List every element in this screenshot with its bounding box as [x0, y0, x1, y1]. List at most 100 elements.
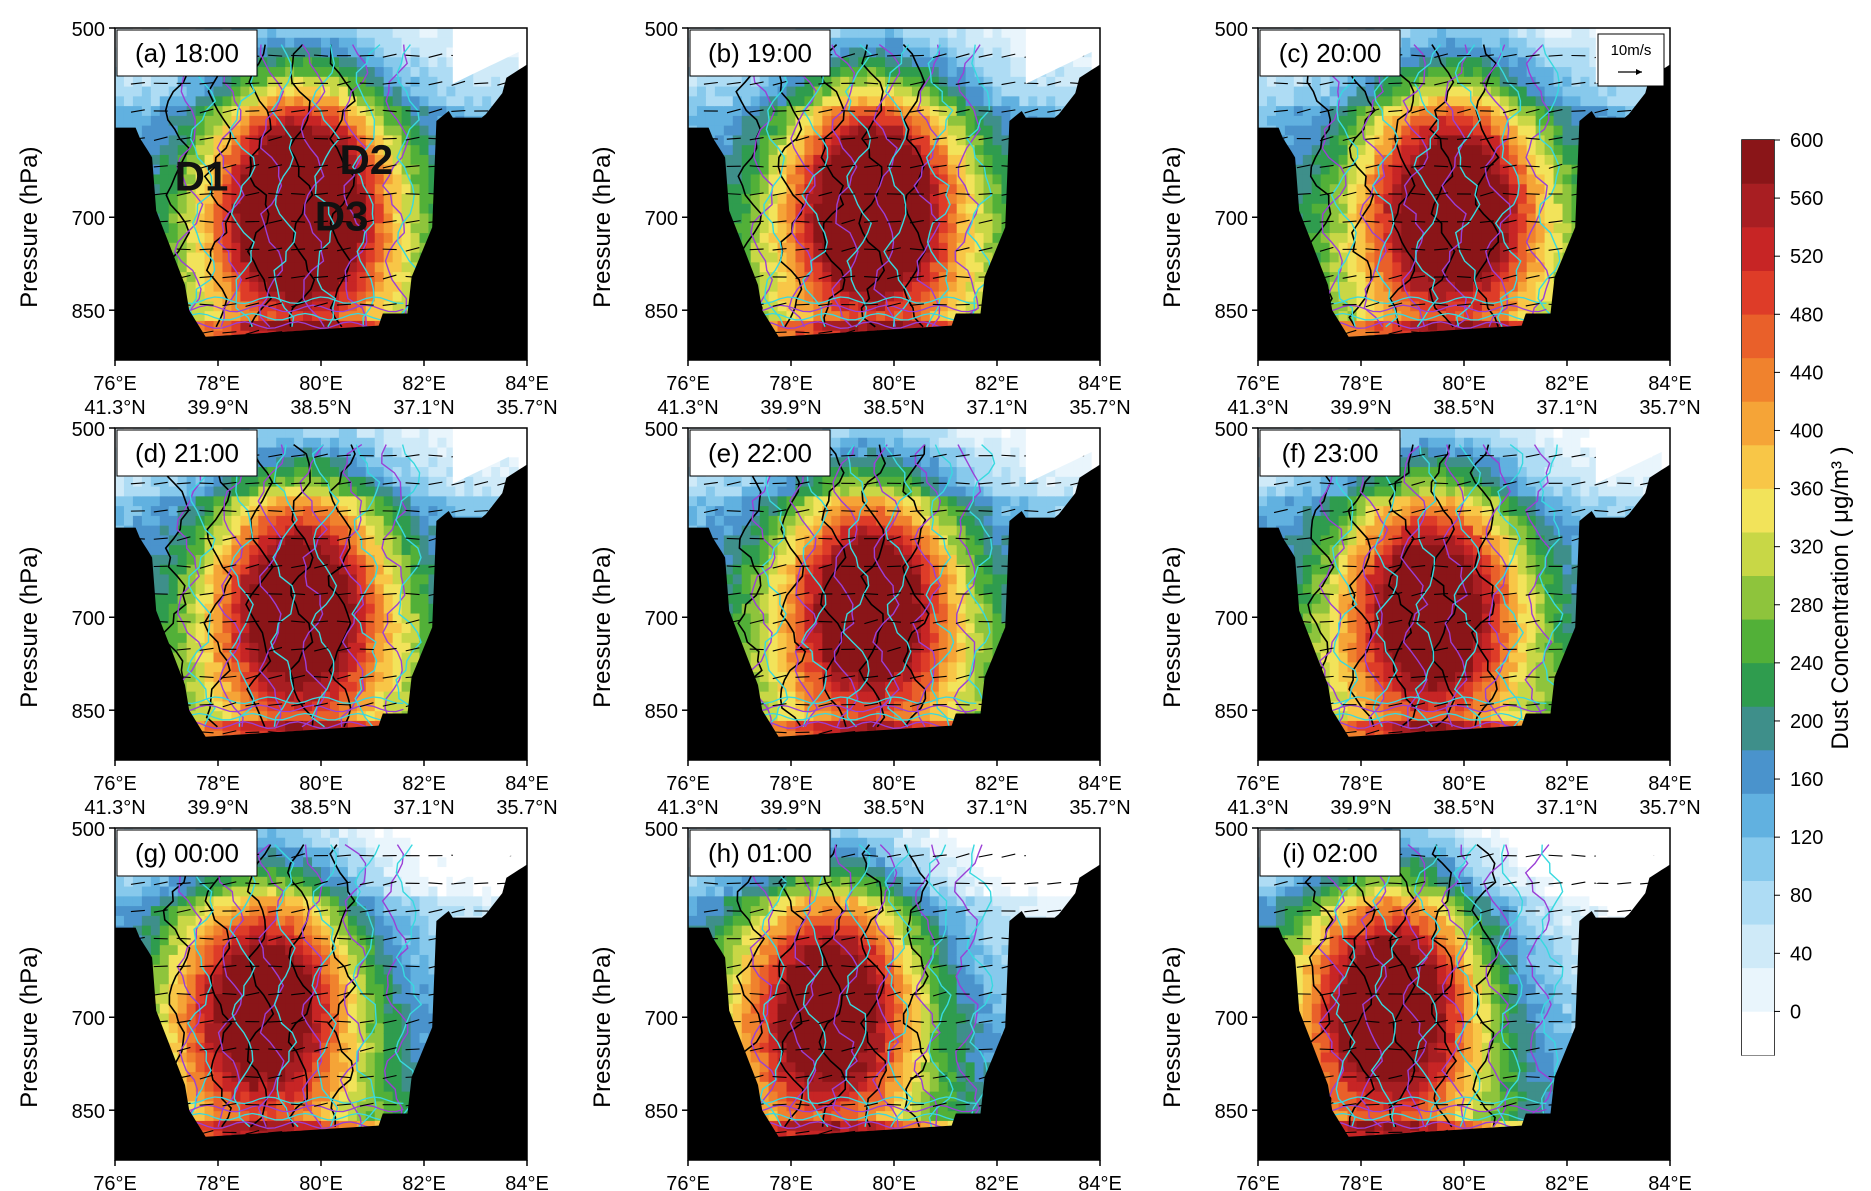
dust-cell [356, 96, 367, 107]
dust-cell [1347, 135, 1358, 146]
dust-cell [1544, 67, 1555, 78]
dust-cell [1365, 86, 1376, 97]
dust-cell [1356, 281, 1367, 293]
dust-cell [1428, 252, 1438, 263]
dust-cell [1553, 194, 1564, 205]
dust-cell [159, 145, 170, 156]
dust-cell [258, 135, 268, 146]
dust-cell [1455, 174, 1465, 185]
dust-cell [1526, 86, 1537, 97]
dust-cell [321, 281, 331, 293]
wind-vector [245, 137, 260, 140]
dust-cell [1553, 135, 1564, 146]
dust-cell [338, 311, 349, 322]
dust-cell [258, 174, 268, 185]
dust-cell [303, 262, 313, 273]
dust-cell [312, 281, 322, 293]
dust-cell [455, 86, 465, 97]
dust-cell [983, 135, 994, 146]
dust-cell [1508, 184, 1519, 195]
dust-cell [929, 86, 940, 97]
dust-cell [849, 96, 859, 107]
dust-cell [1383, 125, 1393, 137]
dust-cell [929, 262, 940, 273]
dust-cell [195, 252, 206, 263]
dust-cell [768, 311, 779, 322]
dust-cell [1428, 320, 1438, 332]
dust-cell [1625, 96, 1635, 107]
dust-cell [777, 281, 788, 293]
dust-cell [938, 194, 949, 205]
dust-cell [831, 242, 841, 254]
dust-cell [285, 233, 295, 244]
dust-cell [813, 174, 823, 185]
dust-cell [947, 125, 958, 137]
dust-cell [186, 174, 197, 185]
dust-cell [258, 37, 268, 49]
dust-cell [1535, 135, 1546, 146]
dust-cell [303, 96, 313, 107]
dust-cell [1535, 67, 1546, 78]
y-tick-label: 700 [72, 208, 105, 230]
wind-vector [199, 220, 214, 223]
dust-cell [231, 213, 241, 224]
dust-cell [1383, 145, 1393, 156]
dust-cell [858, 154, 868, 166]
dust-cell [249, 272, 259, 283]
dust-cell [204, 281, 215, 293]
dust-cell [1001, 67, 1012, 78]
dust-cell [410, 57, 421, 68]
dust-cell [1392, 252, 1402, 263]
dust-cell [885, 223, 895, 234]
dust-cell [267, 96, 277, 107]
dust-cell [365, 184, 376, 195]
dust-cell [204, 252, 215, 263]
dust-cell [303, 311, 313, 322]
dust-cell [1347, 96, 1358, 107]
wind-vector [841, 53, 856, 59]
dust-cell [894, 67, 904, 78]
dust-cell [1356, 115, 1367, 127]
dust-cell [983, 252, 994, 263]
dust-cell [347, 164, 358, 176]
dust-cell [258, 164, 268, 176]
dust-cell [894, 86, 904, 97]
dust-cell [1517, 106, 1528, 117]
dust-cell [276, 233, 286, 244]
dust-cell [294, 252, 304, 263]
dust-cell [1535, 145, 1546, 156]
dust-cell [321, 164, 331, 176]
dust-cell [240, 184, 250, 195]
dust-cell [365, 37, 376, 49]
wind-vector [382, 81, 397, 85]
dust-cell [347, 115, 358, 127]
dust-cell [741, 96, 752, 107]
dust-cell [1383, 164, 1393, 176]
dust-cell [965, 233, 976, 244]
dust-cell [974, 281, 985, 293]
dust-cell [186, 233, 197, 244]
dust-cell [1517, 174, 1528, 185]
dust-cell [1401, 320, 1411, 332]
dust-cell [1338, 145, 1349, 156]
dust-cell [1401, 96, 1411, 107]
dust-cell [1634, 86, 1644, 97]
contour-line [801, 44, 829, 328]
dust-cell [1320, 233, 1331, 244]
dust-cell [258, 67, 268, 78]
dust-cell [159, 213, 170, 224]
dust-cell [186, 252, 197, 263]
dust-cell [1526, 233, 1537, 244]
dust-cell [410, 67, 421, 78]
dust-cell [1472, 311, 1483, 322]
contour-line [176, 304, 404, 313]
dust-cell [1329, 115, 1340, 127]
dust-cell [920, 154, 931, 166]
dust-cell [267, 174, 277, 185]
dust-cell [231, 262, 241, 273]
dust-cell [1001, 47, 1012, 58]
dust-cell [965, 96, 976, 107]
dust-cell [741, 164, 752, 176]
dust-cell [876, 57, 886, 68]
dust-cell [446, 57, 456, 68]
